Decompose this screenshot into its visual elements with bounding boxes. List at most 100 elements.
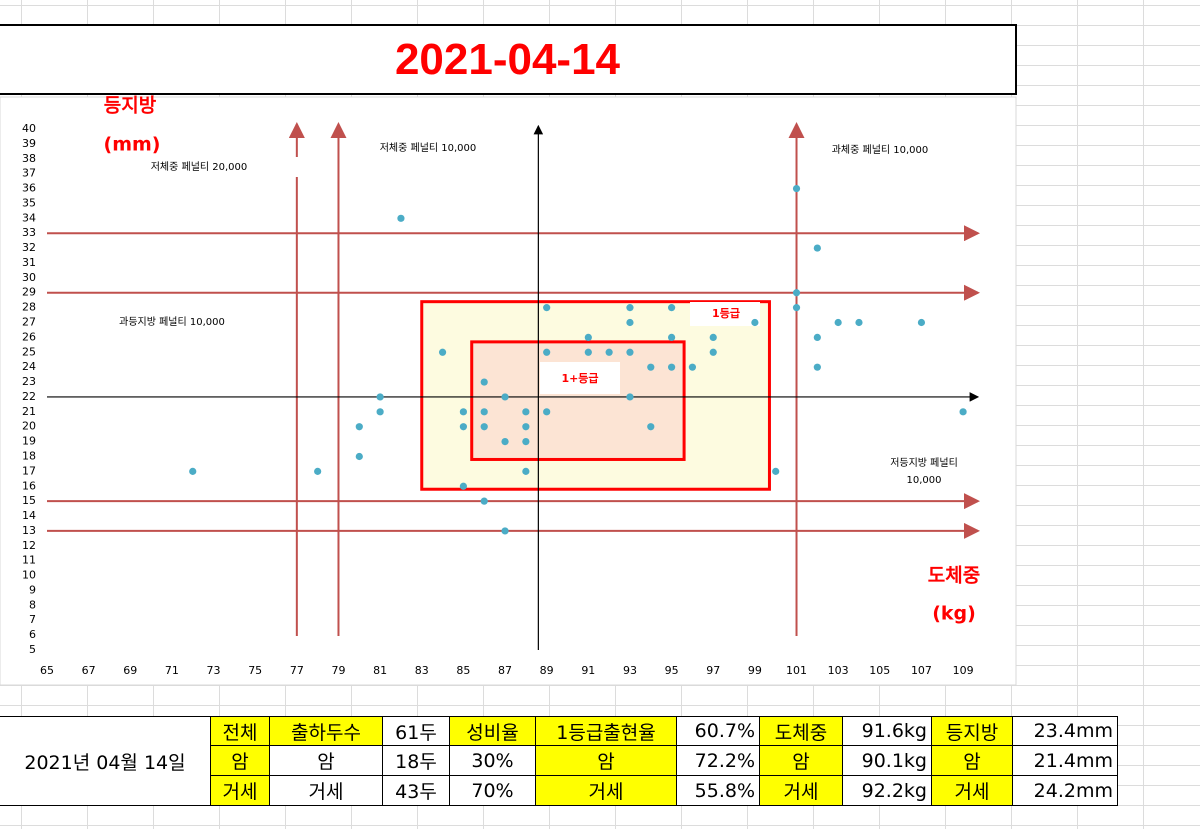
point	[501, 438, 509, 446]
table-cell: 30%	[450, 746, 536, 776]
point	[751, 318, 759, 327]
y-tick-label: 32	[22, 241, 36, 254]
table-cell: 21.4mm	[1013, 746, 1118, 776]
point	[668, 304, 676, 312]
y-tick-label: 36	[22, 182, 36, 195]
y-tick-label: 34	[22, 211, 36, 224]
y-tick-label: 30	[22, 271, 36, 284]
x-tick-label: 69	[123, 664, 137, 677]
x-tick-label: 65	[40, 664, 54, 677]
annotation: 저체중 페널티 20,000	[151, 161, 248, 173]
point	[813, 244, 821, 252]
annotation: 저체중 페널티 10,000	[380, 142, 477, 154]
y-tick-label: 29	[22, 286, 36, 299]
x-tick-label: 103	[828, 664, 849, 677]
x-tick-label: 97	[706, 664, 720, 677]
point	[459, 482, 467, 490]
x-tick-label: 109	[953, 664, 974, 677]
point	[668, 333, 676, 341]
region-label-box	[540, 362, 620, 394]
y-tick-label: 27	[22, 316, 36, 329]
x-tick-label: 105	[869, 664, 890, 677]
point	[813, 333, 821, 341]
table-cell: 거세	[270, 776, 383, 806]
table-cell: 암	[211, 746, 270, 776]
table-cell: 60.7%	[677, 716, 760, 746]
table-cell: 43두	[383, 776, 450, 806]
table-cell: 거세	[932, 776, 1013, 806]
table-cell: 거세	[760, 776, 843, 806]
table-cell: 23.4mm	[1013, 716, 1118, 746]
x-tick-label: 93	[623, 664, 637, 677]
x-tick-label: 73	[207, 664, 221, 677]
point	[480, 423, 488, 431]
point	[709, 348, 717, 356]
date-cell: 2021년 04월 14일	[0, 716, 211, 806]
point	[792, 289, 801, 297]
point	[459, 408, 467, 416]
y-tick-label: 20	[22, 420, 36, 433]
annotation-box	[80, 157, 320, 177]
point	[438, 348, 447, 356]
y-tick-label: 14	[22, 509, 36, 522]
y-tick-label: 38	[22, 152, 36, 165]
annotation: 과등지방 페널티 10,000	[119, 316, 225, 328]
x-tick-label: 67	[82, 664, 96, 677]
y-tick-label: 31	[22, 256, 36, 269]
point	[397, 214, 405, 222]
table-cell: 등지방	[932, 716, 1013, 746]
table-cell: 암	[932, 746, 1013, 776]
annotation: 저등지방 페널티	[890, 457, 958, 469]
x-tick-label: 71	[165, 664, 179, 677]
table-cell: 전체	[211, 716, 270, 746]
y-tick-label: 23	[22, 375, 36, 388]
point	[543, 304, 551, 312]
x-axis-label: 도체중	[928, 565, 980, 587]
table-cell: 92.2kg	[843, 776, 932, 806]
point	[917, 318, 926, 327]
x-tick-label: 87	[498, 664, 512, 677]
point	[584, 333, 592, 341]
title-cell: 2021-04-14	[0, 24, 1017, 95]
annotation: 10,000	[907, 475, 942, 486]
point	[626, 304, 634, 312]
y-tick-label: 37	[22, 167, 36, 180]
point	[813, 363, 821, 371]
table-cell: 성비율	[450, 716, 536, 746]
x-tick-label: 101	[786, 664, 807, 677]
table-cell: 출하두수	[270, 716, 383, 746]
y-tick-label: 26	[22, 330, 36, 343]
point	[355, 423, 363, 431]
table-cell: 90.1kg	[843, 746, 932, 776]
y-tick-label: 8	[29, 598, 36, 611]
point	[584, 348, 592, 356]
table-cell: 91.6kg	[843, 716, 932, 746]
x-tick-label: 91	[581, 664, 595, 677]
point	[522, 438, 530, 446]
point	[543, 348, 551, 356]
x-tick-label: 99	[748, 664, 762, 677]
x-tick-label: 95	[665, 664, 679, 677]
x-tick-label: 85	[456, 664, 470, 677]
annotation-box	[810, 140, 960, 162]
y-tick-label: 9	[29, 583, 36, 596]
table-cell: 18두	[383, 746, 450, 776]
point	[626, 348, 634, 356]
annotation-box	[80, 310, 260, 335]
y-tick-label: 7	[29, 613, 36, 626]
table-cell: 암	[536, 746, 677, 776]
table-cell: 55.8%	[677, 776, 760, 806]
x-tick-label: 107	[911, 664, 932, 677]
table-cell: 암	[270, 746, 383, 776]
point	[792, 304, 801, 312]
point	[480, 378, 488, 386]
point	[709, 333, 717, 341]
point	[480, 408, 488, 416]
y-tick-label: 13	[22, 524, 36, 537]
point	[314, 467, 322, 475]
x-tick-label: 75	[248, 664, 262, 677]
y-tick-label: 6	[29, 628, 36, 641]
table-cell: 24.2mm	[1013, 776, 1118, 806]
point	[647, 423, 655, 431]
